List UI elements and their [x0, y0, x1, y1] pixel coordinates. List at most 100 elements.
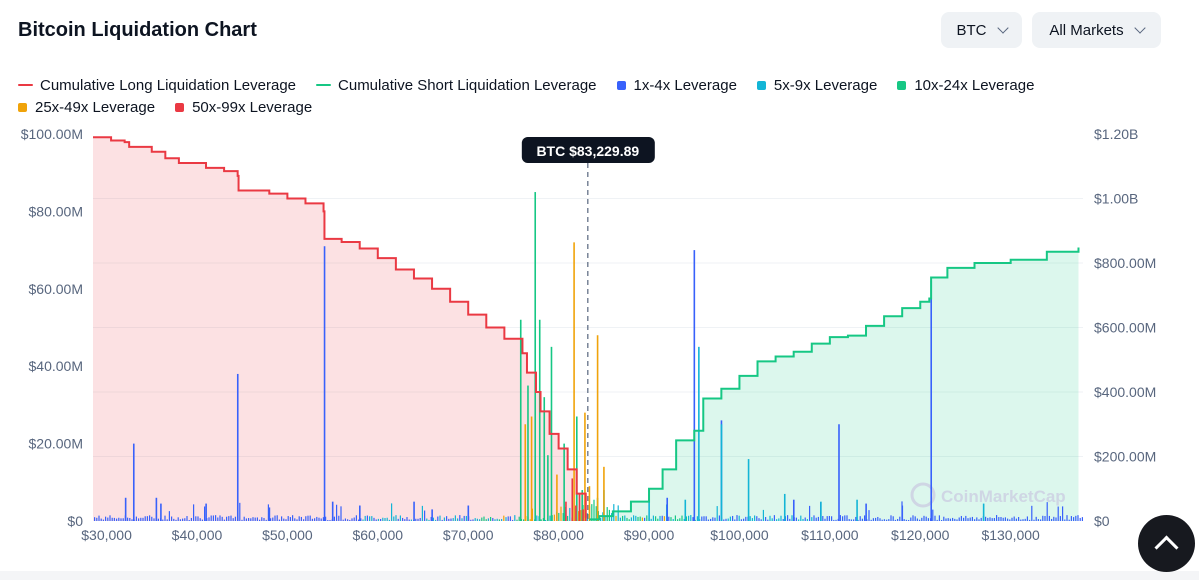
baseline-bar: [727, 518, 729, 521]
market-select[interactable]: All Markets: [1032, 12, 1161, 48]
legend-item[interactable]: Cumulative Long Liquidation Leverage: [18, 77, 296, 94]
baseline-bar: [890, 515, 892, 521]
baseline-bar: [690, 515, 692, 521]
baseline-bar: [688, 515, 690, 521]
baseline-bar: [1042, 515, 1044, 521]
baseline-bar: [760, 519, 762, 521]
baseline-bar: [452, 518, 454, 521]
baseline-bar: [903, 519, 905, 521]
legend-item[interactable]: 25x-49x Leverage: [18, 99, 155, 116]
leverage-bar: [205, 503, 207, 521]
baseline-bar: [910, 517, 912, 521]
baseline-bar: [630, 517, 632, 521]
baseline-bar: [771, 518, 773, 521]
tooltip-bg: [521, 137, 655, 163]
baseline-bar: [650, 518, 652, 521]
legend-item[interactable]: 10x-24x Leverage: [897, 77, 1034, 94]
asset-select[interactable]: BTC: [941, 12, 1022, 48]
baseline-bar: [941, 519, 943, 521]
leverage-bar: [571, 478, 574, 521]
leverage-bar: [838, 424, 840, 521]
baseline-bar: [131, 519, 133, 521]
legend-line-marker: [316, 83, 332, 87]
legend-item[interactable]: 5x-9x Leverage: [756, 77, 877, 94]
baseline-bar: [188, 519, 190, 521]
baseline-bar: [248, 518, 250, 521]
baseline-bar: [454, 515, 456, 521]
x-tick-label: $30,000: [81, 527, 132, 543]
leverage-bar: [581, 490, 584, 521]
baseline-bar: [644, 517, 646, 521]
baseline-bar: [140, 517, 142, 521]
baseline-bar: [718, 515, 720, 521]
baseline-bar: [668, 516, 670, 521]
x-tick-label: $130,000: [981, 527, 1040, 543]
legend-item[interactable]: 1x-4x Leverage: [616, 77, 737, 94]
baseline-bar: [212, 515, 214, 521]
baseline-bar: [604, 515, 606, 521]
baseline-bar: [386, 517, 388, 521]
baseline-bar: [309, 515, 311, 521]
leverage-bar: [359, 505, 361, 521]
leverage-bar: [596, 335, 599, 521]
baseline-bar: [505, 517, 507, 521]
legend-box-marker: [756, 80, 766, 90]
x-tick-label: $90,000: [624, 527, 675, 543]
baseline-bar: [380, 518, 382, 521]
baseline-bar: [712, 517, 714, 521]
baseline-bar: [164, 515, 166, 521]
legend-item[interactable]: Cumulative Short Liquidation Leverage: [316, 77, 597, 94]
baseline-bar: [107, 517, 109, 521]
legend-box-marker: [18, 102, 27, 112]
baseline-bar: [98, 515, 100, 521]
baseline-bar: [408, 519, 410, 521]
baseline-bar: [472, 519, 474, 521]
baseline-bar: [395, 515, 397, 521]
y-right-tick-label: $0: [1094, 513, 1110, 529]
leverage-bar: [124, 497, 127, 521]
baseline-bar: [780, 515, 782, 521]
baseline-bar: [177, 517, 179, 521]
baseline-bar: [457, 518, 459, 521]
baseline-bar: [870, 519, 872, 521]
x-tick-label: $120,000: [891, 527, 950, 543]
baseline-bar: [943, 516, 945, 521]
baseline-bar: [745, 516, 747, 521]
baseline-bar: [1057, 506, 1059, 521]
baseline-bar: [186, 516, 188, 521]
baseline-bar: [1026, 516, 1028, 521]
baseline-bar: [692, 517, 694, 521]
baseline-bar: [1040, 519, 1042, 521]
baseline-bar: [424, 510, 426, 521]
leverage-bar: [982, 503, 985, 521]
baseline-bar: [1055, 517, 1057, 521]
legend-item[interactable]: 50x-99x Leverage: [175, 99, 312, 116]
y-left-tick-label: $40.00M: [29, 358, 83, 374]
baseline-bar: [877, 516, 879, 521]
baseline-bar: [637, 516, 639, 521]
baseline-bar: [1009, 519, 1011, 521]
leverage-bar: [413, 501, 415, 521]
baseline-bar: [993, 518, 995, 521]
baseline-bar: [465, 515, 467, 521]
scroll-to-top-button[interactable]: [1138, 515, 1195, 572]
baseline-bar: [428, 519, 430, 521]
baseline-bar: [1070, 516, 1072, 521]
page-title: Bitcoin Liquidation Chart: [18, 19, 257, 41]
baseline-bar: [470, 519, 472, 521]
baseline-bar: [219, 515, 221, 521]
leverage-bar: [547, 455, 549, 521]
baseline-bar: [1031, 505, 1033, 521]
baseline-bar: [272, 517, 274, 521]
baseline-bar: [580, 510, 582, 521]
x-tick-label: $70,000: [443, 527, 494, 543]
baseline-bar: [1000, 517, 1002, 521]
baseline-bar: [1002, 517, 1004, 521]
baseline-bar: [435, 519, 437, 521]
baseline-bar: [441, 519, 443, 521]
x-tick-label: $40,000: [172, 527, 223, 543]
baseline-bar: [111, 517, 113, 521]
baseline-bar: [406, 517, 408, 521]
leverage-bar: [431, 509, 433, 521]
